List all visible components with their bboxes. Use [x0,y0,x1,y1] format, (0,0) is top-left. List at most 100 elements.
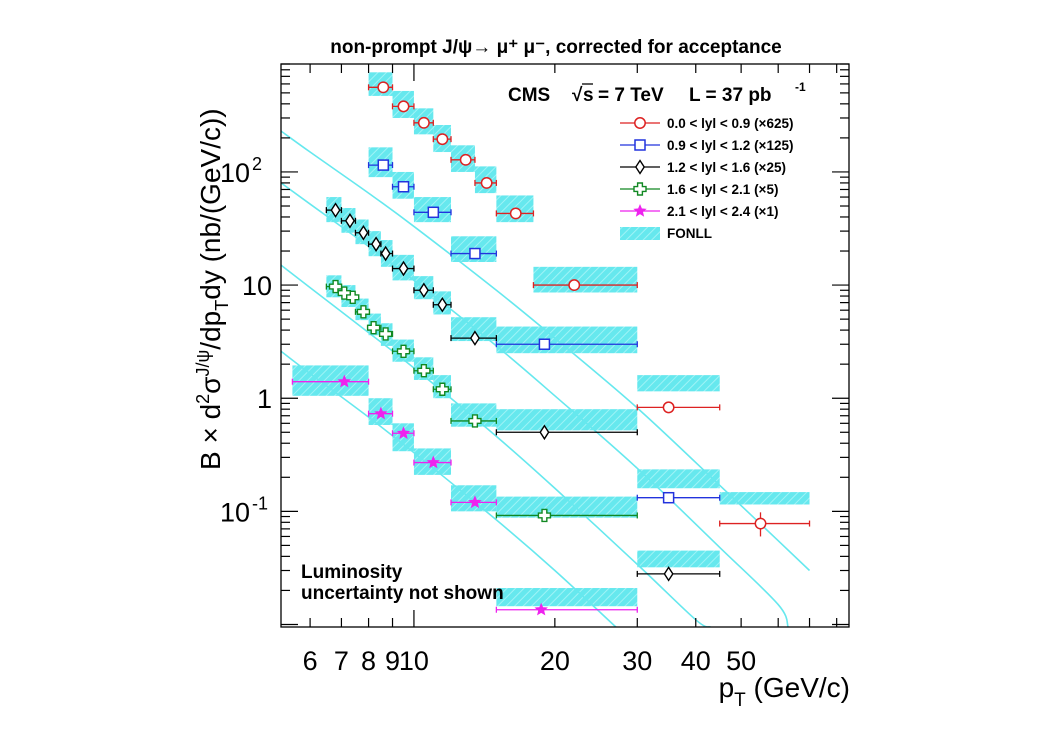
marker-s2-9 [539,424,550,441]
marker-s4-2 [396,426,411,439]
marker-s2-2 [358,224,369,241]
marker-s3-8 [435,382,450,396]
x-tick-label-3: 9 [385,646,400,676]
legend: 0.0 < lyl < 0.9 (×625) 0.9 < lyl < 1.2 (×… [620,116,793,241]
marker-s2-5 [398,260,409,277]
energy-value: = 7 TeV [598,85,664,106]
marker-s1-3 [469,247,481,260]
legend-swatch-fonll [620,227,660,240]
fonll-band-s0-9 [719,492,810,505]
marker-s4-0 [337,374,352,388]
x-tick-label-6: 30 [622,646,652,676]
data-markers [328,81,767,616]
fonll-curve-s0 [281,130,811,572]
y-tick-label-3: 10 [220,158,250,188]
fonll-curve-s2 [281,264,711,627]
marker-s3-4 [366,321,381,335]
marker-s2-6 [418,282,429,299]
sqrt-sign: √ [572,85,583,106]
fonll-curve-s1 [281,182,789,627]
legend-label-1: 0.9 < lyl < 1.2 (×125) [667,138,793,153]
marker-s1-5 [662,491,675,504]
experiment-label: CMS [508,85,550,106]
legend-marker-2 [634,159,646,175]
legend-marker-4 [633,203,647,217]
x-tick-label-8: 50 [726,646,756,676]
legend-marker-1 [634,139,646,151]
marker-s3-5 [378,327,393,341]
legend-marker-0 [634,117,646,129]
marker-s4-3 [426,455,441,469]
marker-s0-6 [509,207,522,220]
plot-frame [280,63,850,628]
marker-s0-7 [568,279,581,292]
marker-s0-8 [662,401,675,414]
marker-s0-0 [377,81,390,94]
annotation-line-1: Luminosity [301,562,403,583]
marker-s3-9 [468,414,482,428]
fonll-band-s1-5 [637,469,720,489]
fonll-band-s4-2 [392,423,414,452]
chart-title: non-prompt J/ψ→ μ⁺ μ⁻, corrected for acc… [330,37,781,58]
fonll-band-s2-10 [637,550,720,568]
fonll-band-s4-5 [496,588,638,607]
x-tick-label-2: 8 [361,646,376,676]
marker-s4-4 [468,495,482,509]
fonll-band-s2-9 [496,409,638,431]
marker-s3-6 [396,344,411,358]
y-tick-exp-0: -1 [252,493,268,513]
x-axis-label: pT (GeV/c) [719,672,850,711]
marker-s1-2 [427,206,440,219]
marker-s0-5 [480,176,493,189]
fonll-curve-s3 [281,350,617,627]
marker-s2-0 [330,202,341,218]
x-tick-label-7: 40 [681,646,711,676]
marker-s2-8 [469,330,480,346]
energy-symbol: s [583,85,594,106]
legend-label-fonll: FONLL [667,226,712,241]
annotation-line-2: uncertainty not shown [301,583,504,604]
marker-s4-5 [534,602,548,616]
marker-s3-7 [417,364,431,378]
legend-marker-3 [633,182,647,196]
marker-s2-3 [371,236,382,252]
fonll-curves [281,130,811,627]
marker-s1-1 [397,180,410,193]
legend-label-4: 2.1 < lyl < 2.4 (×1) [667,204,778,219]
marker-s2-10 [663,566,674,582]
legend-label-3: 1.6 < lyl < 2.1 (×5) [667,182,778,197]
marker-s2-1 [344,213,355,229]
fonll-band-s3-9 [496,496,638,518]
y-tick-exp-3: 2 [252,154,262,174]
lumi-exponent: -1 [795,80,806,94]
marker-s0-4 [459,153,472,166]
x-tick-label-5: 20 [540,646,570,676]
fonll-band-s2-8 [451,317,497,342]
marker-s3-3 [356,305,371,319]
marker-s4-1 [374,406,388,420]
x-tick-label-0: 6 [303,646,318,676]
x-tick-label-4: 10 [399,646,429,676]
marker-s2-7 [437,296,448,313]
marker-s0-3 [436,133,449,146]
fonll-band-s1-4 [496,326,638,354]
lumi-label: L = 37 pb [689,85,772,106]
marker-s0-1 [397,100,410,113]
marker-s3-2 [346,290,360,304]
marker-s1-4 [538,338,551,350]
fonll-band-s0-7 [533,266,638,293]
x-tick-label-1: 7 [334,646,349,676]
fonll-band-s0-8 [637,375,720,392]
marker-s1-0 [377,159,390,171]
y-tick-label-0: 10 [220,497,250,527]
y-axis-label: B × d2σJ/ψ/dpTdy (nb/(GeV/c)) [193,108,232,470]
legend-label-2: 1.2 < lyl < 1.6 (×25) [667,160,786,175]
y-tick-label-2: 10 [242,271,272,301]
y-tick-label-1: 1 [257,384,272,414]
fonll-band-s4-0 [292,365,369,396]
info-box: CMS √ s = 7 TeV L = 37 pb -1 [508,80,806,106]
x-axis-title: pT (GeV/c) [719,672,850,711]
y-axis-title: B × d2σJ/ψ/dpTdy (nb/(GeV/c)) [193,108,232,470]
